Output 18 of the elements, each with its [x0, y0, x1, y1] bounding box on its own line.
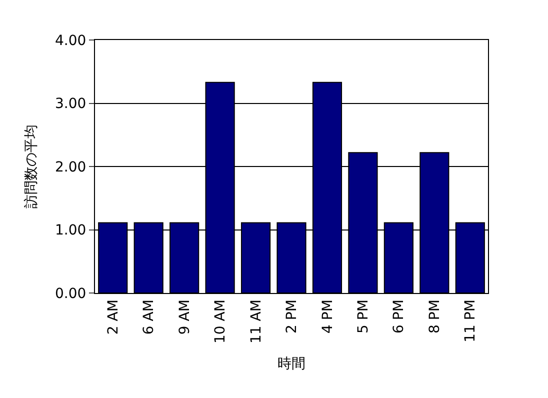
y-axis-title: 訪問数の平均	[24, 124, 40, 208]
y-tick-label: 4.00	[55, 32, 86, 49]
x-tick-label: 2 AM	[105, 300, 122, 335]
x-tick-label: 6 PM	[391, 300, 408, 334]
x-tick-label: 5 PM	[356, 300, 372, 334]
x-tick-label: 9 AM	[176, 300, 193, 335]
y-tick-label: 3.00	[55, 96, 86, 112]
x-tick-label: 10 AM	[212, 300, 229, 344]
x-tick-label: 8 PM	[426, 300, 443, 334]
x-tick-label: 2 PM	[284, 300, 300, 334]
y-tick-label: 1.00	[55, 222, 86, 239]
y-tick-label: 0.00	[55, 286, 86, 302]
x-axis-title: 時間	[278, 356, 306, 372]
x-tick-label: 4 PM	[320, 300, 336, 334]
x-tick-label: 11 PM	[462, 300, 479, 342]
x-tick-label: 6 AM	[141, 300, 158, 335]
y-tick-label: 2.00	[55, 159, 86, 176]
x-tick-label: 11 AM	[248, 300, 264, 344]
